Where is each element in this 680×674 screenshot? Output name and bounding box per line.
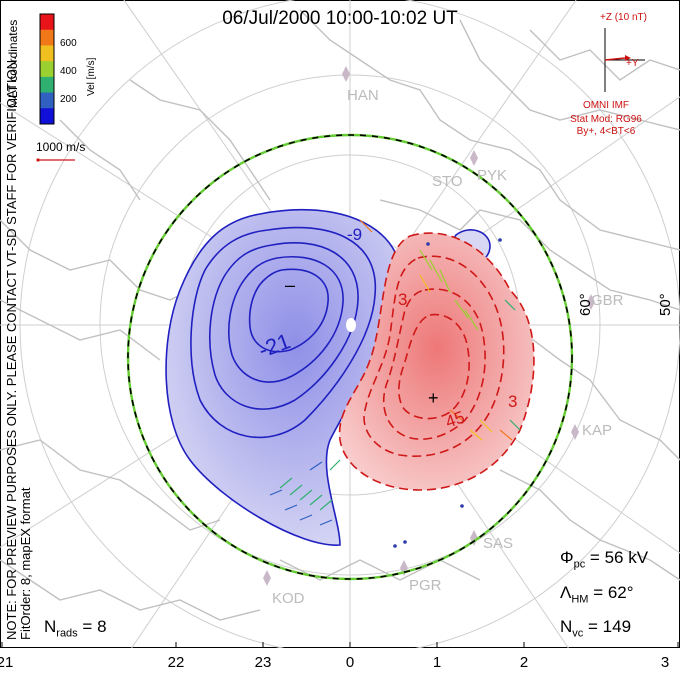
contour-label-3a: 3 [398, 290, 407, 309]
station-kap: KAP [582, 422, 612, 439]
coastlines [0, 9, 680, 621]
colorbar-border [39, 13, 55, 125]
stat-n-vc-value: 149 [602, 617, 632, 636]
colorbar-segment [40, 45, 54, 62]
velocity-vectors [269, 219, 521, 548]
colorbar-segment [40, 29, 54, 46]
imf-model: Stat Mod: RG96 [570, 114, 642, 125]
scale-label: 1000 m/s [36, 140, 86, 154]
potential-max-marker: + [428, 388, 439, 408]
imf-source: OMNI IMF [582, 100, 630, 111]
stat-lambda-hm-value: 62° [607, 583, 634, 602]
station-pyk: PYK [477, 167, 507, 184]
heppner-maynard-boundary-dash [127, 134, 573, 580]
contour-label-neg9: -9 [347, 225, 362, 244]
x-tick-2: 2 [519, 654, 529, 671]
station-sas: SAS [483, 535, 513, 552]
imf-y-label: +Y [626, 58, 639, 69]
stat-n-vc: Nvc = 149 [560, 617, 632, 640]
potential-min-marker: – [285, 275, 295, 295]
stat-n-rads: Nrads = 8 [44, 617, 107, 640]
stat-phi-pc: Φpc = 56 kV [560, 548, 649, 571]
scale-vector-origin [36, 158, 40, 162]
colorbar-segment [40, 108, 54, 125]
stat-lambda-hm: ΛHM = 62° [560, 583, 634, 606]
map-title: 06/Jul/2000 10:00-10:02 UT [222, 8, 458, 29]
imf-dial [604, 28, 645, 92]
velocity-colorbar [39, 13, 55, 125]
colorbar-tick-600: 600 [60, 38, 77, 49]
x-tick-21: 21 [0, 654, 14, 671]
imf-condition: By+, 4<BT<6 [576, 126, 636, 137]
colorbar-segment [40, 61, 54, 78]
colorbar-segment [40, 76, 54, 94]
contour-label-3b: 3 [508, 392, 517, 411]
x-tick-22: 22 [167, 654, 185, 671]
lat-label-50: 50° [657, 293, 674, 316]
stat-n-rads-value: 8 [97, 617, 107, 636]
station-pgr: PGR [409, 577, 442, 594]
lat-label-60: 60° [577, 293, 594, 316]
x-tick-0: 0 [345, 654, 355, 671]
stat-phi-pc-value: 56 kV [604, 548, 649, 567]
mlt-axis-ticks [1, 642, 679, 648]
coords-note: MLT coordinates [6, 19, 20, 108]
colorbar-label: Vel [m/s] [86, 57, 97, 96]
station-sto: STO [432, 173, 463, 190]
x-tick-23: 23 [254, 654, 272, 671]
colorbar-segment [40, 14, 54, 31]
colorbar-segment [40, 92, 54, 109]
station-han: HAN [347, 87, 379, 104]
x-tick-1: 1 [432, 654, 442, 671]
station-markers [263, 66, 595, 586]
imf-z-label: +Z (10 nT) [600, 12, 647, 23]
colorbar-tick-200: 200 [60, 94, 77, 105]
fit-order-note: FitOrder: 8, mapEX format [18, 487, 33, 640]
x-tick-3: 3 [660, 654, 670, 671]
colorbar-tick-400: 400 [60, 66, 77, 77]
station-gbr: GBR [591, 292, 624, 309]
station-kod: KOD [272, 590, 305, 607]
pole-marker [346, 318, 356, 332]
preview-note: NOTE: FOR PREVIEW PURPOSES ONLY. PLEASE … [4, 56, 19, 640]
